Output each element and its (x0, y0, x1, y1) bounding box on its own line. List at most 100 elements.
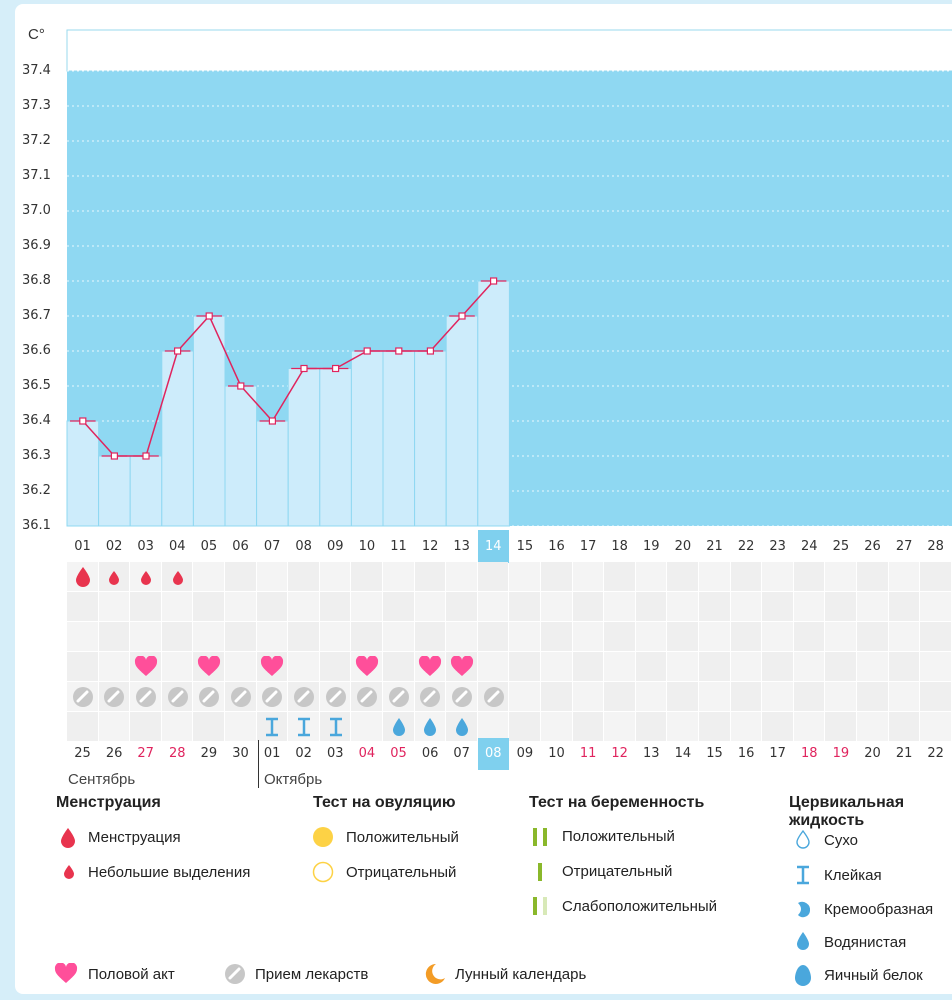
symptom-cell[interactable] (383, 592, 414, 621)
symptom-cell[interactable] (667, 622, 698, 651)
cycle-day[interactable]: 11 (390, 539, 407, 554)
symptom-cell[interactable] (825, 592, 856, 621)
symptom-cell[interactable] (825, 562, 856, 591)
symptom-cell[interactable] (793, 682, 825, 711)
symptom-cell[interactable] (857, 712, 888, 741)
symptom-cell[interactable] (793, 712, 825, 741)
legend-fluid-egg-white[interactable]: Яичный белок (824, 967, 923, 984)
symptom-cell[interactable] (446, 622, 477, 651)
symptom-cell[interactable] (888, 712, 920, 741)
symptom-cell[interactable] (920, 622, 951, 651)
calendar-date[interactable]: 27 (137, 746, 154, 761)
symptom-cell[interactable] (762, 652, 793, 681)
symptom-cell[interactable] (541, 712, 572, 741)
cycle-day[interactable]: 10 (358, 539, 376, 554)
calendar-date[interactable]: 20 (864, 746, 881, 761)
temperature-point[interactable] (268, 417, 276, 425)
calendar-date[interactable]: 22 (927, 746, 944, 761)
symptom-cell[interactable] (667, 592, 698, 621)
symptom-cell[interactable] (730, 682, 762, 711)
symptom-cell[interactable] (635, 712, 667, 741)
legend-fluid-watery[interactable]: Водянистая (824, 934, 907, 951)
cycle-day[interactable]: 18 (611, 539, 628, 554)
legend-pregnancy-negative[interactable]: Отрицательный (562, 863, 673, 880)
legend-fluid-creamy[interactable]: Кремообразная (824, 901, 934, 918)
symptom-cell[interactable] (793, 652, 825, 681)
cycle-day[interactable]: 14 (477, 530, 509, 563)
temperature-point[interactable] (332, 364, 340, 373)
symptom-cell[interactable] (288, 652, 319, 681)
calendar-date[interactable]: 21 (895, 746, 913, 761)
symptom-cell[interactable] (161, 712, 193, 741)
cycle-day[interactable]: 28 (927, 539, 944, 554)
symptom-cell[interactable] (888, 682, 920, 711)
cycle-day[interactable]: 23 (769, 539, 786, 554)
cycle-day[interactable]: 12 (421, 539, 439, 554)
symptom-cell[interactable] (825, 712, 856, 741)
legend-fluid-dry[interactable]: Сухо (824, 832, 859, 849)
symptom-cell[interactable] (572, 682, 604, 711)
symptom-cell[interactable] (98, 652, 130, 681)
symptom-cell[interactable] (730, 622, 762, 651)
symptom-cell[interactable] (888, 622, 920, 651)
fluid-watery-icon[interactable] (446, 712, 478, 742)
medication-pill-icon[interactable] (225, 682, 257, 712)
symptom-cell[interactable] (225, 712, 256, 741)
cycle-day[interactable]: 09 (327, 539, 344, 554)
symptom-cell[interactable] (699, 622, 730, 651)
fluid-watery-icon[interactable] (383, 712, 415, 742)
calendar-date[interactable]: 18 (801, 746, 818, 761)
symptom-cell[interactable] (825, 622, 856, 651)
symptom-cell[interactable] (604, 682, 635, 711)
intercourse-heart-icon[interactable] (193, 652, 225, 682)
symptom-cell[interactable] (635, 622, 667, 651)
symptom-cell[interactable] (572, 622, 604, 651)
light-spotting-drop-icon[interactable] (162, 562, 194, 592)
symptom-cell[interactable] (572, 562, 604, 591)
symptom-cell[interactable] (446, 592, 477, 621)
cycle-day[interactable]: 05 (200, 539, 218, 554)
fluid-watery-icon[interactable] (415, 712, 447, 742)
symptom-cell[interactable] (477, 712, 509, 741)
symptom-cell[interactable] (572, 592, 604, 621)
temperature-point[interactable] (300, 364, 308, 373)
symptom-cell[interactable] (193, 622, 224, 651)
symptom-cell[interactable] (351, 712, 382, 741)
medication-pill-icon[interactable] (478, 682, 510, 712)
cycle-day[interactable]: 16 (548, 539, 565, 554)
calendar-date[interactable]: 14 (674, 746, 692, 761)
symptom-cell[interactable] (509, 592, 540, 621)
symptom-cell[interactable] (161, 592, 193, 621)
symptom-cell[interactable] (161, 622, 193, 651)
legend-intercourse[interactable]: Половой акт (88, 966, 175, 983)
symptom-cell[interactable] (319, 592, 351, 621)
calendar-date[interactable]: 15 (706, 746, 723, 761)
symptom-cell[interactable] (193, 712, 224, 741)
symptom-cell[interactable] (762, 592, 793, 621)
medication-pill-icon[interactable] (67, 682, 99, 712)
symptom-cell[interactable] (604, 592, 635, 621)
symptom-cell[interactable] (98, 712, 130, 741)
calendar-date[interactable]: 08 (477, 738, 509, 770)
medication-pill-icon[interactable] (193, 682, 225, 712)
calendar-date[interactable]: 11 (579, 746, 597, 761)
symptom-cell[interactable] (762, 622, 793, 651)
calendar-date[interactable]: 16 (737, 746, 755, 761)
symptom-cell[interactable] (857, 652, 888, 681)
symptom-cell[interactable] (730, 562, 762, 591)
symptom-cell[interactable] (888, 652, 920, 681)
symptom-cell[interactable] (667, 682, 698, 711)
symptom-cell[interactable] (793, 622, 825, 651)
calendar-date[interactable]: 19 (832, 746, 850, 761)
intercourse-heart-icon[interactable] (415, 652, 447, 682)
calendar-date[interactable]: 10 (548, 746, 565, 761)
calendar-date[interactable]: 04 (358, 746, 376, 761)
symptom-cell[interactable] (541, 562, 572, 591)
symptom-cell[interactable] (193, 562, 224, 591)
intercourse-heart-icon[interactable] (351, 652, 383, 682)
symptom-cell[interactable] (920, 592, 951, 621)
symptom-cell[interactable] (509, 622, 540, 651)
symptom-cell[interactable] (225, 622, 256, 651)
symptom-cell[interactable] (857, 592, 888, 621)
temperature-point[interactable] (490, 277, 498, 285)
